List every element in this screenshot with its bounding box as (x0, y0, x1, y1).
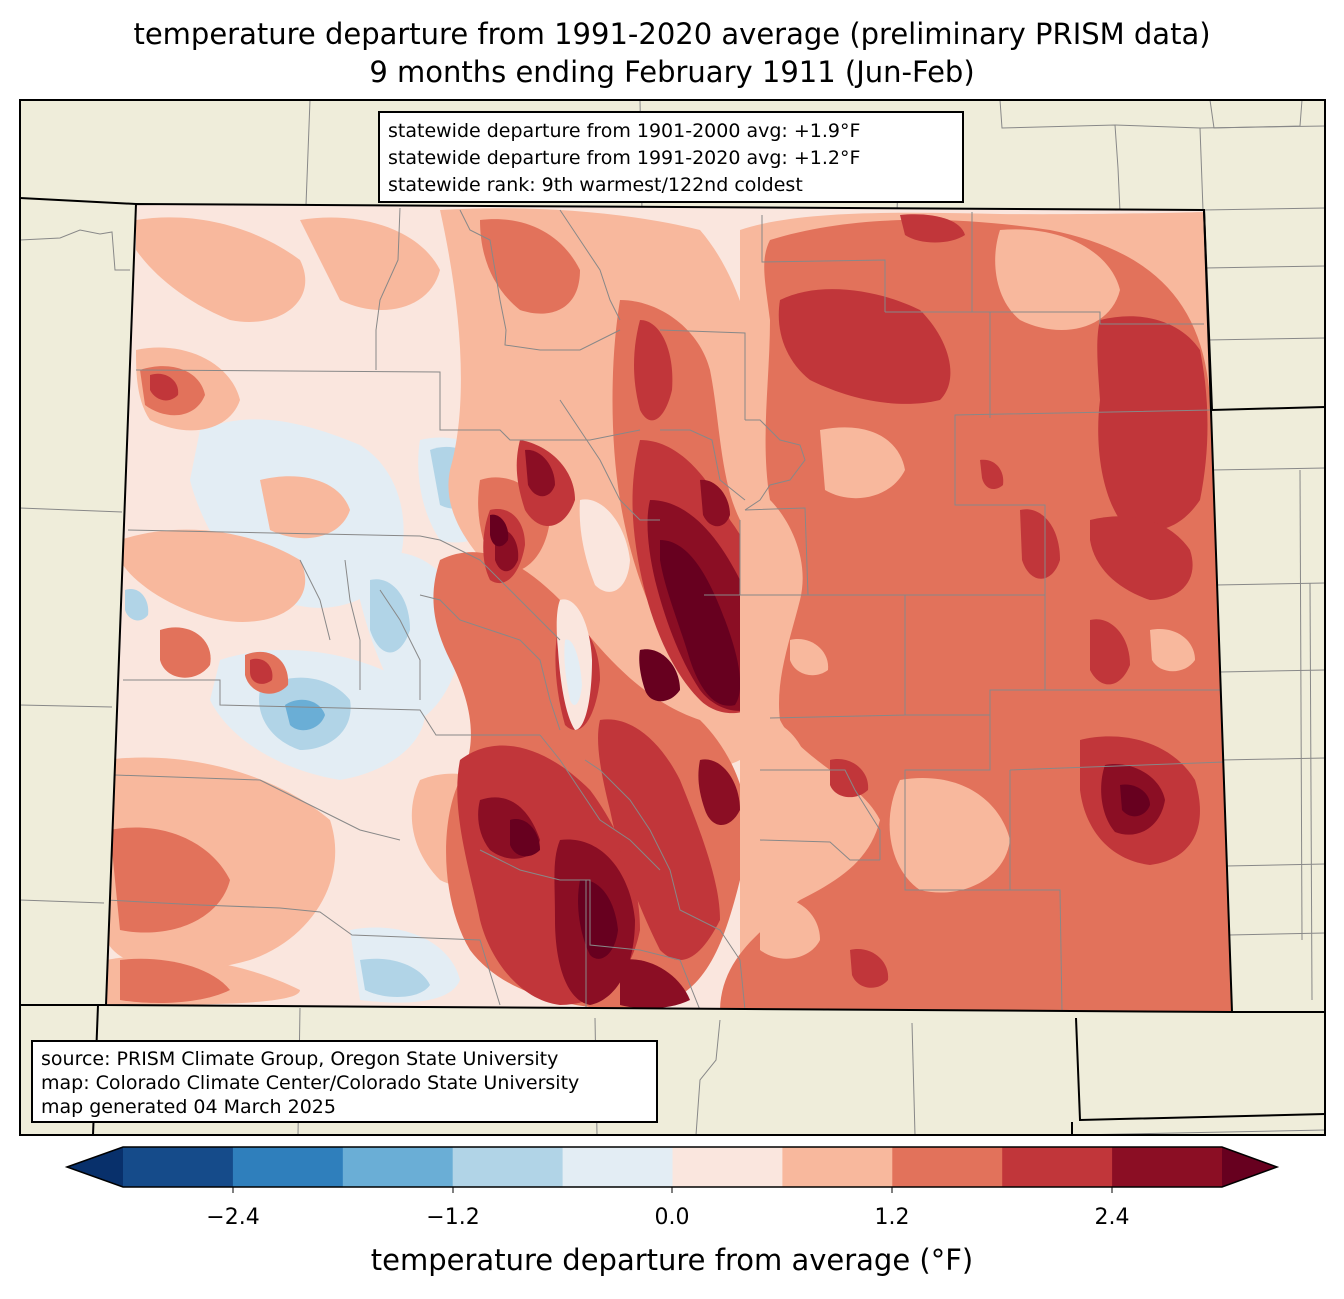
map-title-line2: 9 months ending February 1911 (Jun-Feb) (369, 55, 975, 89)
colorbar-tick-label: 0.0 (654, 1205, 690, 1230)
colorbar-outline (64, 1146, 1280, 1188)
colorbar-extend-high (1222, 1147, 1277, 1187)
source-line3: map generated 04 March 2025 (41, 1096, 336, 1118)
colorbar-segment (1112, 1147, 1223, 1187)
stats-line1: statewide departure from 1901-2000 avg: … (388, 120, 861, 142)
colorbar-segment (452, 1147, 564, 1187)
colorbar-segment (892, 1147, 1003, 1187)
colorbar-label: temperature departure from average (°F) (370, 1243, 974, 1277)
colorbar-extend-low (67, 1147, 123, 1187)
colorbar-segment (123, 1147, 234, 1187)
temperature-contours (106, 208, 1232, 1012)
source-box: source: PRISM Climate Group, Oregon Stat… (31, 1040, 658, 1123)
colorbar-segment (782, 1147, 893, 1187)
county-lines (106, 207, 1226, 1012)
colorbar (64, 1146, 1280, 1193)
stats-box: statewide departure from 1901-2000 avg: … (378, 111, 964, 203)
colorbar-tick-label: 2.4 (1094, 1205, 1130, 1230)
colorbar-tick-label: −1.2 (426, 1205, 480, 1230)
colorbar-segment (342, 1147, 454, 1187)
colorbar-tick-label: −2.4 (206, 1205, 260, 1230)
colorbar-tick-label: 1.2 (874, 1205, 910, 1230)
map-title-line1: temperature departure from 1991-2020 ave… (133, 17, 1211, 51)
state-borders (19, 197, 1326, 1136)
map-frame (19, 99, 1326, 1136)
colorbar-segment (232, 1147, 344, 1187)
colorbar-segment (562, 1147, 673, 1187)
source-line1: source: PRISM Climate Group, Oregon Stat… (41, 1048, 559, 1070)
stats-line2: statewide departure from 1991-2020 avg: … (388, 147, 861, 169)
stats-line3: statewide rank: 9th warmest/122nd coldes… (388, 174, 803, 196)
colorbar-segment (672, 1147, 783, 1187)
source-line2: map: Colorado Climate Center/Colorado St… (41, 1072, 580, 1094)
colorbar-segment (1002, 1147, 1113, 1187)
